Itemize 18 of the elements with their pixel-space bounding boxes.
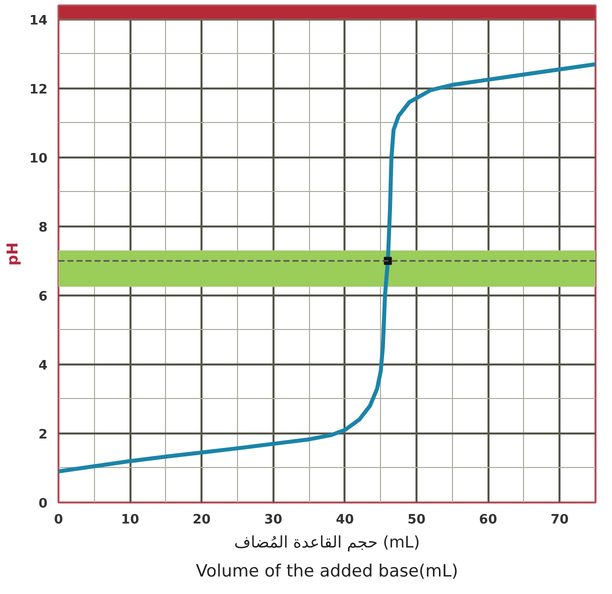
y-tick-label: 0 <box>38 496 48 512</box>
y-tick-label: 12 <box>29 82 48 98</box>
y-tick-label: 10 <box>29 151 48 166</box>
x-tick-label: 30 <box>264 512 282 528</box>
x-tick-label: 40 <box>336 512 354 528</box>
y-tick-label: 6 <box>38 289 48 304</box>
y-tick-label: 2 <box>38 427 48 442</box>
x-tick-label: 60 <box>479 512 498 528</box>
x-tick-label: 50 <box>407 512 426 528</box>
x-tick-label: 20 <box>192 512 211 528</box>
y-tick-label: 4 <box>38 358 48 374</box>
x-tick-label: 10 <box>121 512 140 528</box>
y-tick-label: 14 <box>29 13 48 28</box>
x-tick-label: 0 <box>54 512 64 528</box>
y-tick-label: 8 <box>38 220 48 236</box>
line-series <box>58 62 596 474</box>
y-axis-title: pH <box>3 242 22 266</box>
x-tick-label: 70 <box>550 512 569 528</box>
